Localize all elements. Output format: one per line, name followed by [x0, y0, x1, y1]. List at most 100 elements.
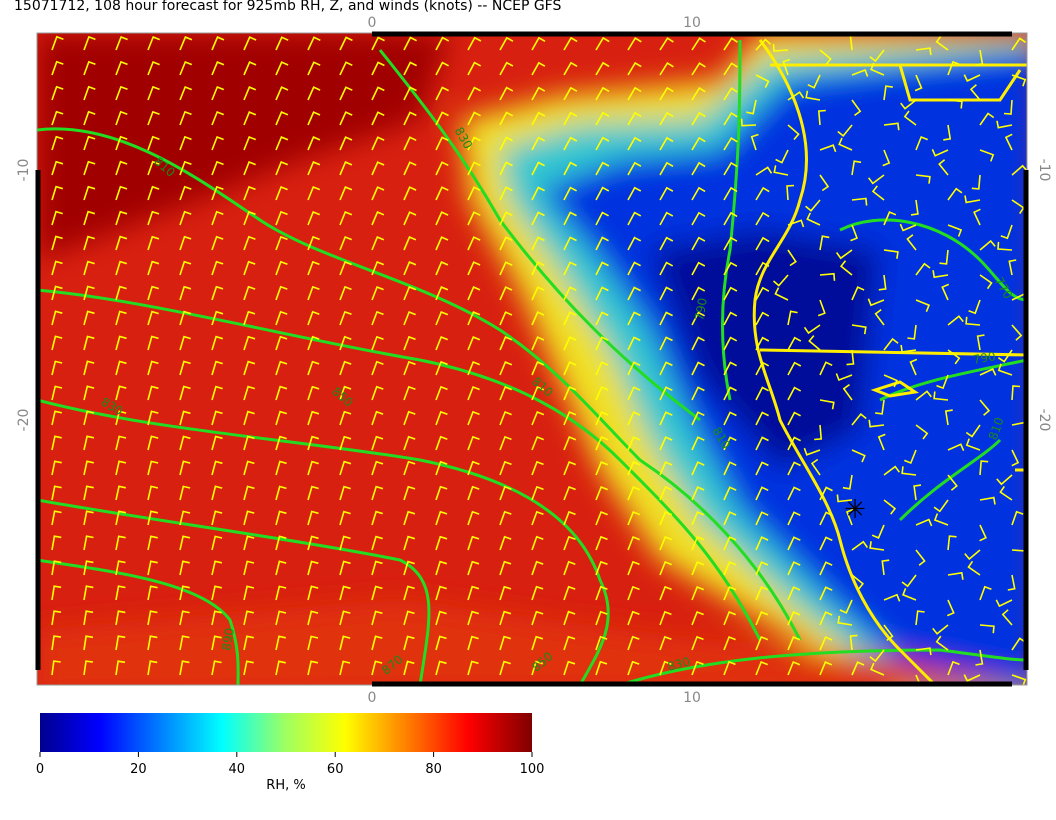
wind-barb: [499, 560, 512, 576]
wind-barb: [243, 210, 256, 226]
wind-barb: [947, 187, 963, 201]
wind-barb: [83, 610, 94, 626]
wind-barb: [147, 410, 159, 426]
colorbar-tick-label: 100: [520, 762, 545, 777]
wind-barb: [595, 535, 608, 551]
wind-barb: [563, 136, 578, 151]
wind-barb: [915, 47, 932, 56]
wind-barb: [904, 449, 917, 465]
wind-barb: [595, 86, 610, 101]
wind-barb: [875, 399, 885, 415]
wind-barb: [275, 136, 289, 151]
wind-barb: [849, 634, 858, 651]
wind-barb: [403, 285, 417, 301]
wind-barb: [147, 560, 158, 576]
wind-barb: [975, 649, 984, 666]
wind-barb: [979, 112, 995, 126]
wind-barb: [723, 87, 738, 101]
wind-barb: [963, 674, 981, 682]
wind-barb: [997, 241, 1013, 251]
colorbar-tick-label: 20: [130, 762, 147, 777]
wind-barb: [115, 435, 127, 451]
wind-barb: [627, 510, 641, 526]
wind-barb: [595, 560, 608, 576]
wind-barb: [755, 536, 769, 551]
wind-barb: [563, 585, 576, 601]
wind-barb: [659, 436, 673, 451]
wind-barb: [531, 161, 545, 176]
wind-barb: [659, 261, 674, 276]
wind-barb: [243, 535, 255, 551]
wind-barb: [147, 660, 158, 676]
wind-barb: [691, 610, 704, 626]
wind-barb: [147, 510, 158, 526]
wind-barb: [755, 186, 770, 201]
wind-barb: [531, 610, 544, 626]
wind-barb: [275, 185, 288, 201]
wind-barb: [975, 49, 984, 66]
wind-barb: [435, 460, 448, 476]
wind-barb: [909, 358, 918, 376]
wind-barb: [563, 610, 576, 626]
wind-barb: [371, 136, 385, 151]
wind-barb: [115, 135, 128, 151]
wind-barb: [914, 74, 923, 92]
wind-barb: [435, 335, 448, 351]
wind-barb: [115, 535, 126, 551]
wind-barb: [659, 361, 673, 376]
wind-barb: [659, 161, 674, 176]
wind-barb: [627, 236, 642, 251]
y-tick-label: -10: [1036, 159, 1052, 182]
wind-barb: [243, 460, 255, 476]
wind-barb: [499, 211, 513, 226]
wind-barb: [51, 360, 63, 376]
wind-barb: [691, 261, 706, 276]
wind-barb: [307, 460, 319, 476]
wind-barb: [932, 624, 949, 635]
wind-barb: [435, 86, 449, 101]
wind-barb: [723, 111, 738, 126]
wind-barb: [211, 360, 223, 376]
wind-barb: [836, 494, 853, 503]
wind-barb: [915, 610, 925, 626]
wind-barb: [275, 86, 289, 101]
wind-barb: [659, 585, 672, 601]
colorbar: [40, 713, 532, 752]
wind-barb: [659, 560, 672, 576]
wind-barb: [691, 86, 706, 101]
wind-barb: [595, 461, 609, 476]
wind-barb: [275, 585, 287, 601]
colorbar-tick-label: 60: [327, 762, 344, 777]
wind-barb: [627, 535, 640, 551]
wind-barb: [531, 336, 545, 351]
wind-barb: [371, 285, 384, 301]
wind-barb: [1011, 385, 1021, 401]
wind-barb: [83, 410, 95, 426]
wind-barb: [867, 174, 885, 185]
wind-barb: [51, 35, 64, 51]
wind-barb: [740, 118, 757, 127]
wind-barb: [851, 99, 862, 117]
wind-barb: [307, 435, 320, 451]
wind-barb: [147, 310, 159, 326]
wind-barb: [906, 234, 917, 251]
wind-barb: [499, 111, 514, 126]
wind-barb: [371, 535, 383, 551]
wind-barb: [435, 310, 449, 326]
wind-barb: [51, 535, 62, 551]
wind-barb: [435, 435, 448, 451]
wind-barb: [435, 186, 449, 201]
wind-barb: [339, 510, 351, 526]
wind-barb: [755, 386, 769, 401]
wind-barb: [467, 610, 480, 626]
wind-barb: [659, 186, 674, 201]
wind-barb: [947, 535, 957, 551]
wind-barb: [243, 86, 257, 101]
wind-barb: [997, 363, 1013, 376]
wind-barb: [755, 286, 770, 301]
wind-barb: [83, 185, 96, 201]
wind-barb: [467, 136, 481, 151]
wind-barb: [947, 224, 963, 237]
wind-barb: [659, 236, 674, 251]
wind-barb: [83, 285, 95, 301]
